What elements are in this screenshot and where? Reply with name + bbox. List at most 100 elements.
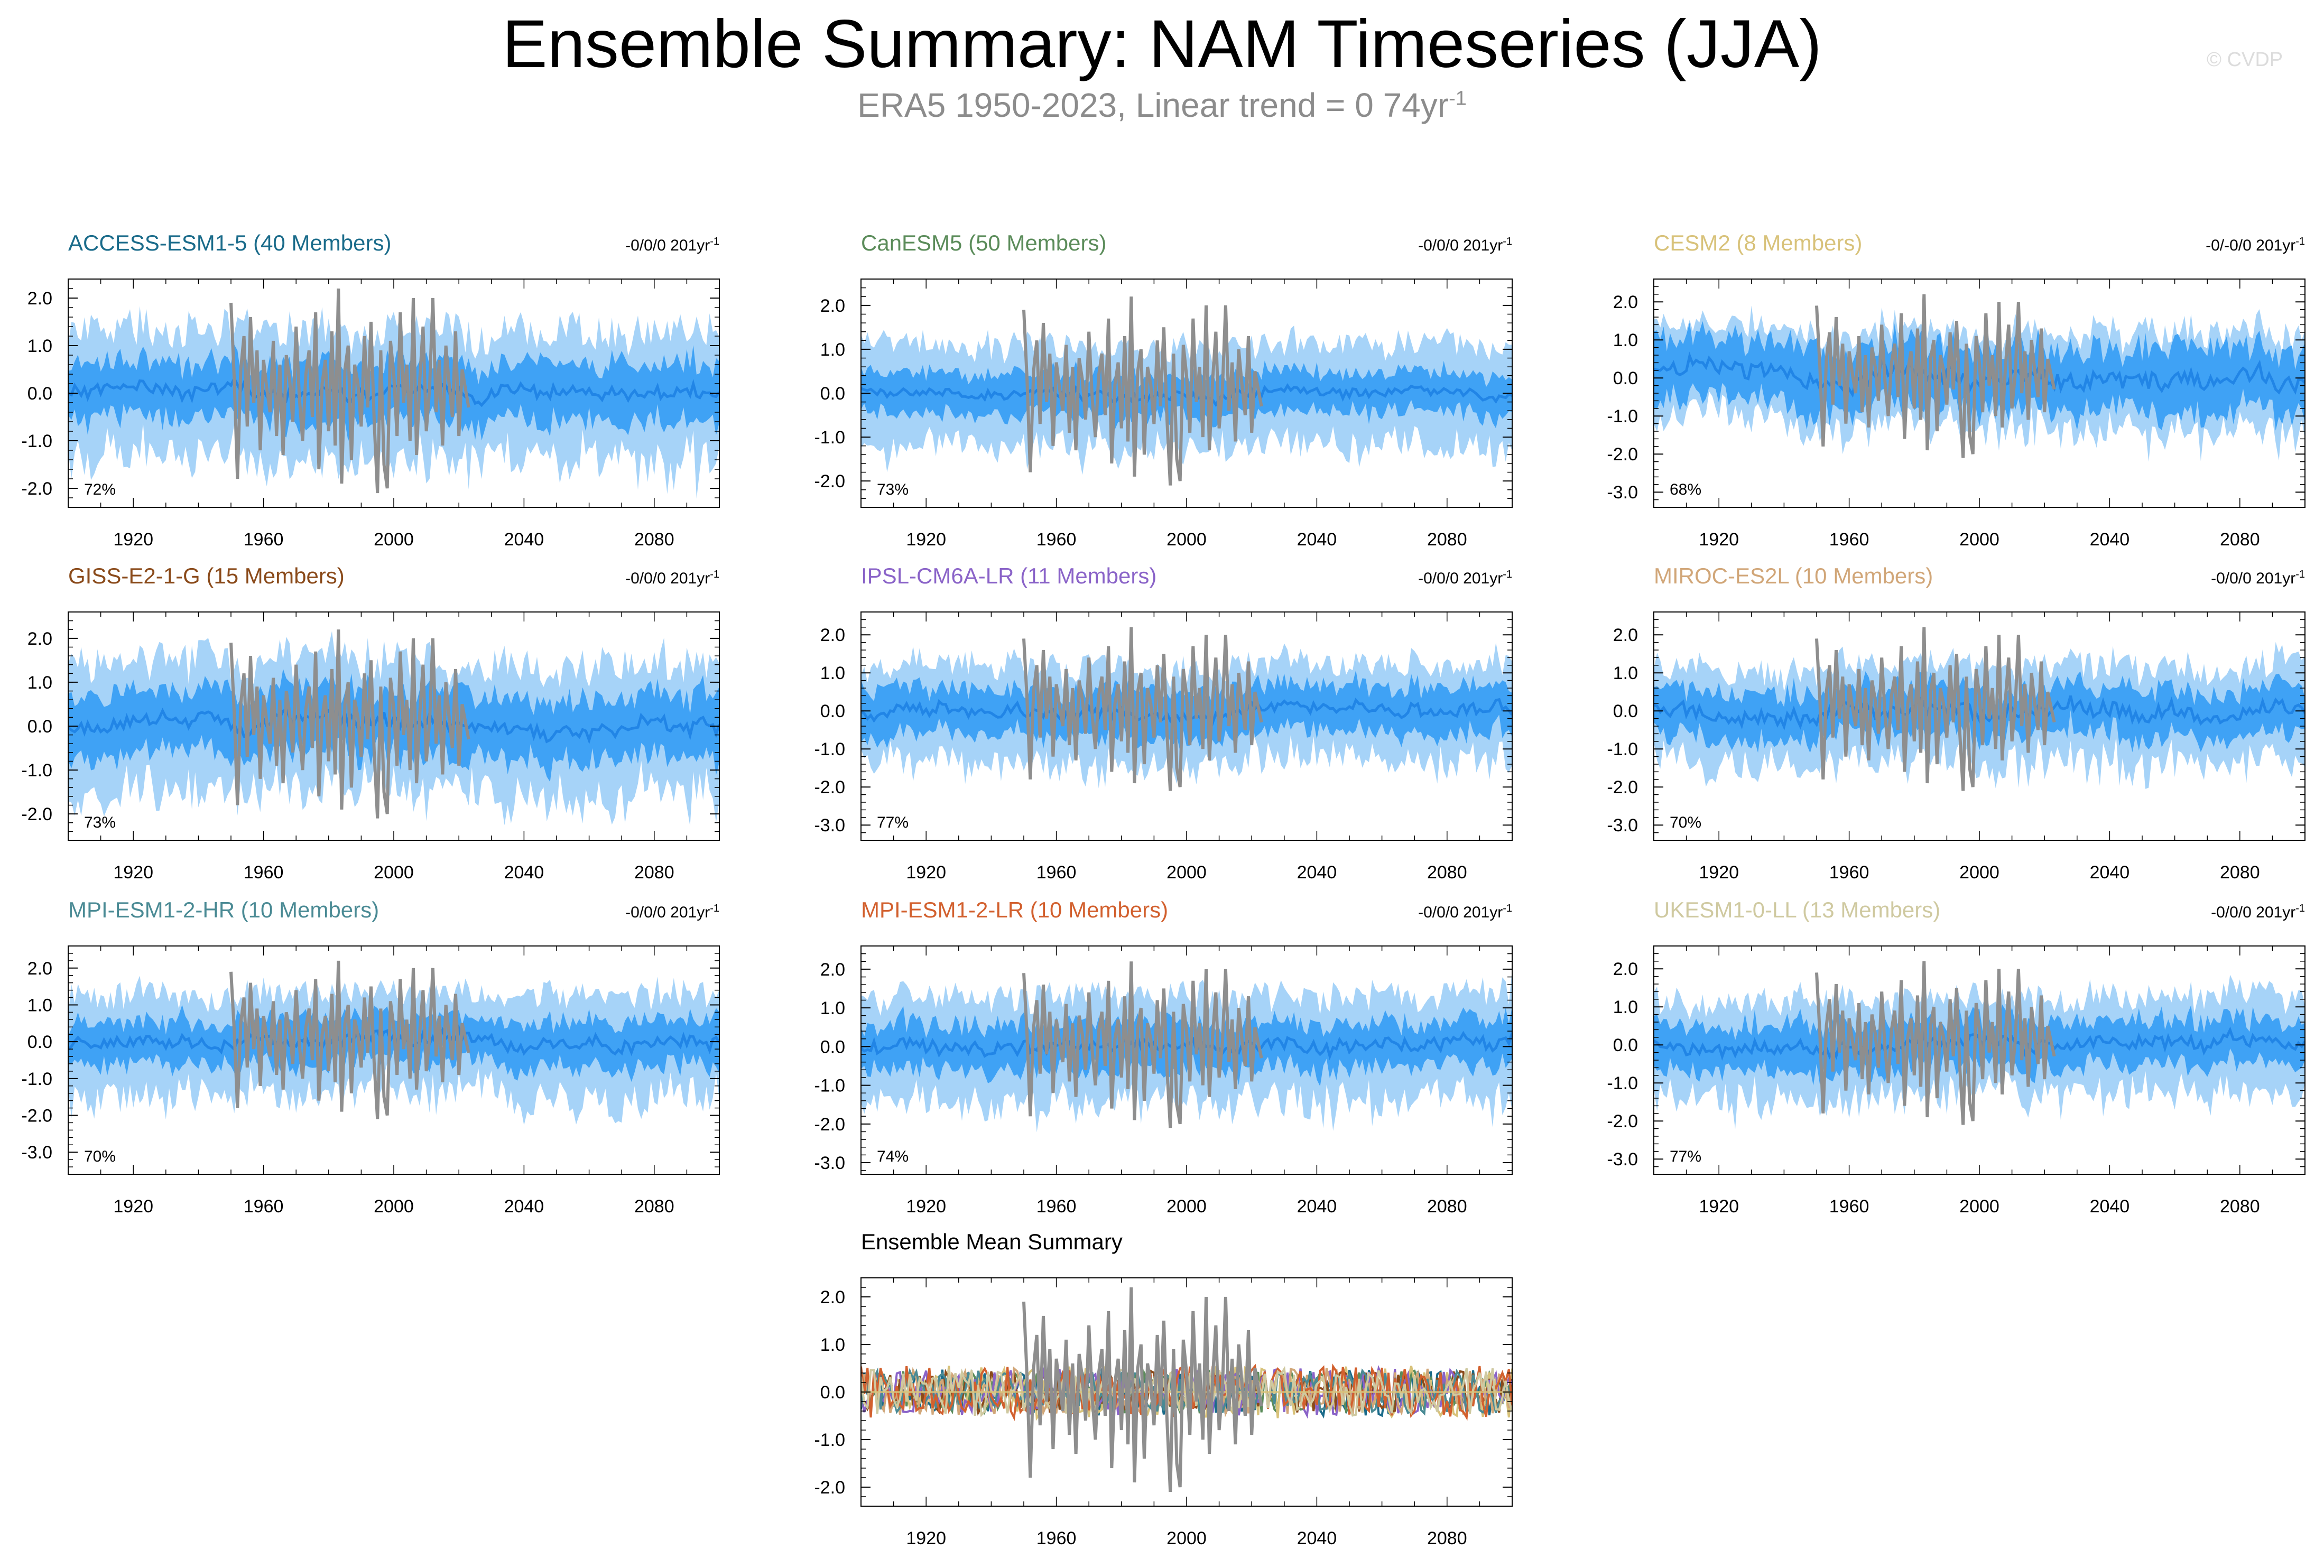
- trend-label-7: -0/0/0 201yr-1: [1406, 903, 1512, 922]
- y-tick-label: -2.0: [21, 804, 52, 824]
- page-title: Ensemble Summary: NAM Timeseries (JJA): [502, 6, 1822, 82]
- y-tick-label: 0.0: [1613, 1035, 1638, 1055]
- x-tick-label: 1960: [244, 862, 284, 883]
- y-tick-label: 1.0: [27, 673, 52, 693]
- y-tick-label: 1.0: [27, 995, 52, 1015]
- y-tick-label: 2.0: [820, 296, 845, 316]
- percent-label: 68%: [1670, 481, 1701, 498]
- panel-4: 2.0 1.0 0.0 -1.0 -2.0 -3.0 1920 1960 2000 2040 208…: [814, 611, 1513, 883]
- x-tick-label: 2000: [1166, 1196, 1207, 1217]
- y-tick-label: 0.0: [820, 384, 845, 404]
- x-tick-label: 2040: [504, 862, 544, 883]
- x-tick-label: 2080: [634, 1196, 674, 1217]
- panel-title-5-text: MIROC-ES2L (10 Members): [1654, 563, 1933, 588]
- panel-title-4: IPSL-CM6A-LR (11 Members): [861, 563, 1156, 589]
- trend-label-7-text: -0/0/0 201yr: [1418, 904, 1503, 921]
- x-tick-label: 2040: [2090, 862, 2130, 883]
- series-line-ukesm1-0-ll: [861, 1366, 1512, 1419]
- y-tick-label: 1.0: [1613, 330, 1638, 350]
- y-tick-label: -1.0: [814, 1430, 845, 1450]
- panel-3: 2.0 1.0 0.0 -1.0 -2.0 1920 1960 2000 2040 2080 73%: [21, 611, 720, 883]
- x-tick-label: 1920: [1699, 862, 1739, 883]
- y-tick-label: -2.0: [1607, 1111, 1638, 1131]
- panel-9: 2.0 1.0 0.0 -1.0 -2.0 1920 1960 2000 2040 2080: [814, 1277, 1513, 1548]
- panel-title-1-text: CanESM5 (50 Members): [861, 230, 1107, 255]
- y-tick-label: -2.0: [21, 1106, 52, 1126]
- trend-label-8-exponent: -1: [2295, 903, 2305, 914]
- percent-label: 73%: [84, 814, 116, 831]
- panel-title-1: CanESM5 (50 Members): [861, 230, 1106, 256]
- plot-area: [861, 296, 1512, 486]
- x-tick-label: 1920: [906, 1196, 946, 1217]
- plot-area: [861, 627, 1512, 791]
- y-tick-label: -1.0: [21, 431, 52, 451]
- trend-label-5: -0/0/0 201yr-1: [2199, 569, 2305, 588]
- plot-area: [861, 1287, 1512, 1492]
- x-tick-label: 2080: [1427, 1528, 1467, 1548]
- panel-title-0: ACCESS-ESM1-5 (40 Members): [68, 230, 391, 256]
- x-tick-label: 2080: [1427, 530, 1467, 550]
- y-tick-label: 2.0: [27, 289, 52, 309]
- x-tick-label: 2040: [1297, 1196, 1337, 1217]
- y-tick-label: -2.0: [1607, 444, 1638, 465]
- x-tick-label: 2000: [1959, 862, 1999, 883]
- ensemble-outer-band: [68, 976, 719, 1126]
- y-tick-label: -1.0: [21, 760, 52, 781]
- trend-label-6-text: -0/0/0 201yr: [625, 904, 710, 921]
- observation-line: [1815, 627, 2056, 791]
- percent-label: 72%: [84, 481, 116, 498]
- observation-line: [1022, 961, 1263, 1128]
- trend-label-4-text: -0/0/0 201yr: [1418, 570, 1503, 587]
- x-tick-label: 2000: [1166, 862, 1207, 883]
- x-tick-label: 2080: [1427, 862, 1467, 883]
- y-tick-label: -3.0: [21, 1143, 52, 1163]
- x-tick-label: 2000: [374, 1196, 414, 1217]
- trend-label-2: -0/-0/0 201yr-1: [2199, 236, 2305, 255]
- panel-title-0-text: ACCESS-ESM1-5 (40 Members): [68, 230, 392, 255]
- percent-label: 74%: [877, 1148, 909, 1165]
- panel-title-9: Ensemble Mean Summary: [861, 1229, 1123, 1255]
- observation-line: [1022, 1287, 1263, 1492]
- plot-area: [1654, 294, 2305, 462]
- plot-area: [1654, 627, 2305, 791]
- x-tick-label: 1960: [1036, 530, 1077, 550]
- x-tick-label: 1960: [1829, 862, 1869, 883]
- trend-label-1-exponent: -1: [1503, 236, 1512, 247]
- y-tick-label: -3.0: [1607, 815, 1638, 836]
- trend-label-1: -0/0/0 201yr-1: [1406, 236, 1512, 255]
- y-tick-label: -1.0: [1607, 739, 1638, 759]
- y-tick-label: -1.0: [814, 1076, 845, 1096]
- x-tick-label: 2000: [1166, 1528, 1207, 1548]
- plot-area: [861, 961, 1512, 1133]
- page-subtitle: ERA5 1950-2023, Linear trend = 0 74yr-1: [0, 86, 2324, 125]
- panel-title-3-text: GISS-E2-1-G (15 Members): [68, 563, 345, 588]
- x-tick-label: 1920: [906, 530, 946, 550]
- y-tick-label: -1.0: [1607, 1073, 1638, 1093]
- y-tick-label: 2.0: [1613, 292, 1638, 312]
- y-tick-label: -2.0: [814, 1478, 845, 1498]
- trend-label-5-exponent: -1: [2295, 569, 2305, 580]
- x-tick-label: 1960: [1829, 1196, 1869, 1217]
- trend-label-3-text: -0/0/0 201yr: [625, 570, 710, 587]
- observation-line: [1815, 961, 2056, 1125]
- y-tick-label: 2.0: [1613, 959, 1638, 979]
- x-tick-label: 2040: [2090, 530, 2130, 550]
- y-tick-label: 1.0: [1613, 997, 1638, 1017]
- y-tick-label: -2.0: [814, 777, 845, 797]
- x-tick-label: 1960: [1036, 1528, 1077, 1548]
- percent-label: 77%: [1670, 1148, 1701, 1165]
- trend-label-6: -0/0/0 201yr-1: [614, 903, 719, 922]
- y-tick-label: 2.0: [820, 1287, 845, 1307]
- percent-label: 70%: [1670, 814, 1701, 831]
- watermark-text: © CVDP: [2207, 49, 2283, 71]
- trend-label-3: -0/0/0 201yr-1: [614, 569, 719, 588]
- y-tick-label: -2.0: [1607, 777, 1638, 797]
- y-tick-label: -1.0: [814, 428, 845, 448]
- ensemble-mean-line: [1654, 695, 2305, 731]
- observation-line: [1815, 294, 2056, 458]
- x-tick-label: 1920: [906, 862, 946, 883]
- plot-area: [1654, 961, 2305, 1129]
- y-tick-label: 1.0: [1613, 663, 1638, 683]
- y-tick-label: -3.0: [1607, 1149, 1638, 1170]
